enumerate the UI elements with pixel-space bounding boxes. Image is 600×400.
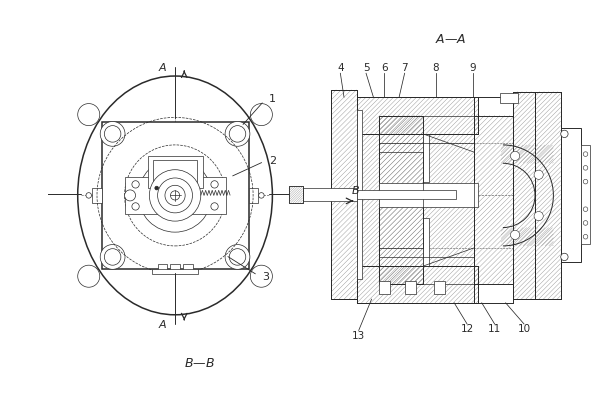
- Circle shape: [78, 104, 100, 126]
- Bar: [357, 266, 478, 303]
- Text: 11: 11: [488, 324, 501, 334]
- Bar: [170, 264, 179, 271]
- Circle shape: [583, 221, 588, 225]
- Bar: [357, 97, 478, 134]
- Circle shape: [104, 126, 121, 142]
- Bar: [475, 116, 513, 284]
- Bar: [423, 134, 428, 182]
- Bar: [148, 156, 203, 188]
- Circle shape: [511, 230, 520, 240]
- Bar: [289, 186, 302, 203]
- Circle shape: [225, 244, 250, 269]
- Bar: [248, 188, 258, 203]
- Text: 9: 9: [469, 63, 476, 73]
- Circle shape: [100, 122, 125, 146]
- Circle shape: [165, 185, 185, 206]
- Text: 1: 1: [269, 94, 276, 104]
- Text: 10: 10: [517, 324, 530, 334]
- Bar: [379, 281, 390, 294]
- Bar: [184, 264, 193, 271]
- Text: 3: 3: [262, 272, 269, 282]
- Text: $A$: $A$: [158, 318, 168, 330]
- Circle shape: [229, 126, 246, 142]
- Circle shape: [125, 190, 136, 201]
- Bar: [581, 145, 590, 244]
- Circle shape: [158, 178, 193, 213]
- Circle shape: [225, 122, 250, 146]
- Bar: [434, 281, 445, 294]
- Bar: [331, 90, 357, 299]
- Bar: [513, 92, 535, 299]
- Circle shape: [250, 104, 272, 126]
- Bar: [158, 264, 167, 271]
- Circle shape: [211, 181, 218, 188]
- Text: 5: 5: [363, 63, 370, 73]
- Circle shape: [583, 179, 588, 184]
- Circle shape: [104, 249, 121, 265]
- Bar: [379, 116, 423, 284]
- Bar: [357, 97, 478, 134]
- Text: $A$: $A$: [158, 61, 168, 73]
- Bar: [302, 188, 357, 201]
- Circle shape: [534, 212, 543, 221]
- Circle shape: [511, 151, 520, 160]
- Circle shape: [132, 181, 139, 188]
- Circle shape: [583, 207, 588, 212]
- Bar: [379, 184, 478, 207]
- Bar: [92, 188, 101, 203]
- Circle shape: [86, 193, 91, 198]
- Text: 12: 12: [460, 324, 473, 334]
- Text: 13: 13: [352, 331, 365, 341]
- Circle shape: [100, 244, 125, 269]
- Circle shape: [149, 170, 201, 221]
- Text: 7: 7: [401, 63, 408, 73]
- Bar: [423, 218, 428, 266]
- Bar: [152, 269, 198, 274]
- Bar: [289, 186, 302, 203]
- Text: $B$: $B$: [350, 184, 359, 196]
- Circle shape: [561, 130, 568, 138]
- Circle shape: [78, 265, 100, 287]
- Circle shape: [155, 186, 158, 190]
- Bar: [357, 190, 456, 199]
- Circle shape: [250, 265, 272, 287]
- Circle shape: [132, 203, 139, 210]
- Circle shape: [534, 170, 543, 179]
- Bar: [513, 92, 535, 299]
- Text: 2: 2: [269, 156, 276, 166]
- Bar: [357, 134, 379, 266]
- Circle shape: [211, 203, 218, 210]
- Circle shape: [259, 193, 264, 198]
- Bar: [125, 177, 226, 214]
- Text: 8: 8: [433, 63, 439, 73]
- Bar: [500, 94, 518, 103]
- Circle shape: [170, 191, 179, 200]
- Circle shape: [229, 249, 246, 265]
- Text: $A—A$: $A—A$: [435, 33, 466, 46]
- Text: 4: 4: [337, 63, 344, 73]
- Bar: [535, 92, 561, 299]
- Bar: [357, 266, 478, 303]
- Text: 6: 6: [381, 63, 388, 73]
- Bar: [535, 92, 561, 299]
- Circle shape: [583, 152, 588, 156]
- Bar: [404, 281, 416, 294]
- Text: $B—B$: $B—B$: [184, 357, 215, 370]
- Circle shape: [139, 159, 212, 232]
- Ellipse shape: [78, 76, 272, 315]
- Circle shape: [583, 166, 588, 170]
- Bar: [101, 122, 248, 269]
- Bar: [153, 160, 197, 184]
- Circle shape: [561, 253, 568, 261]
- Bar: [357, 134, 379, 266]
- Circle shape: [583, 234, 588, 239]
- Bar: [561, 128, 581, 262]
- Bar: [423, 134, 475, 266]
- Bar: [331, 90, 357, 299]
- Bar: [357, 110, 362, 279]
